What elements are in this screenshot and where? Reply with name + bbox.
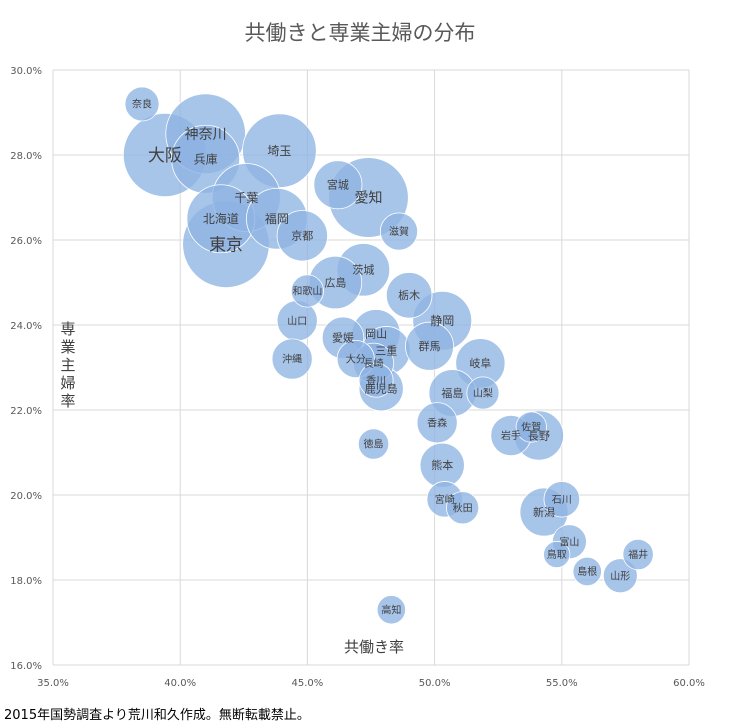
bubble-label: 福岡 (265, 211, 289, 226)
bubble (313, 160, 363, 210)
bubble-label: 愛媛 (332, 331, 354, 345)
bubble-label: 岡山 (365, 327, 387, 340)
bubble-label: 岩手 (501, 429, 521, 442)
bubble (466, 376, 500, 410)
bubble-label: 香森 (427, 416, 447, 429)
bubble (358, 362, 394, 398)
y-tick-label: 30.0% (10, 66, 42, 77)
bubble-label: 福井 (628, 548, 648, 561)
bubble-label: 北海道 (203, 211, 239, 226)
y-tick-label: 20.0% (10, 491, 42, 502)
bubble-label: 山形 (610, 570, 630, 582)
x-tick-label: 35.0% (37, 678, 69, 689)
bubble-label: 奈良 (132, 98, 152, 111)
bubble-label: 和歌山 (292, 285, 322, 298)
y-tick-label: 28.0% (10, 151, 42, 162)
bubble-label: 京都 (291, 229, 313, 243)
bubble-label: 島根 (577, 565, 597, 578)
bubble-label: 徳島 (364, 438, 384, 451)
bubble-label: 富山 (559, 535, 579, 548)
bubble-label: 新潟 (533, 505, 555, 519)
y-tick-label: 16.0% (10, 661, 42, 672)
bubble-label: 岐阜 (469, 357, 491, 370)
bubble (124, 86, 160, 122)
bubble (276, 210, 328, 262)
bubble (405, 321, 454, 371)
y-axis-label: 専業主婦率 (60, 320, 75, 410)
x-tick-label: 45.0% (292, 678, 324, 689)
bubble-label: 神奈川 (185, 127, 227, 143)
bubble (622, 538, 654, 571)
x-tick-label: 60.0% (673, 678, 705, 689)
bubble (290, 274, 324, 308)
bubble-chart: 共働きと専業主婦の分布 30.0% 28.0% 26.0% 24.0% 22.0% 20.… (10, 21, 705, 689)
bubble-label: 茨城 (352, 263, 374, 277)
bubble (543, 481, 581, 518)
bubble-label: 長野 (528, 429, 550, 442)
y-axis-ticks: 30.0% 28.0% 26.0% 24.0% 22.0% 20.0% 18.0% 16.0% (10, 66, 42, 672)
bubble-label: 長崎 (364, 357, 384, 370)
y-tick-label: 26.0% (10, 236, 42, 247)
bubble-label: 兵庫 (194, 153, 218, 167)
bubble (446, 491, 480, 525)
bubble-label: 愛知 (354, 190, 382, 207)
bubble (572, 556, 602, 587)
bubble-label: 熊本 (431, 458, 453, 472)
bubble (379, 212, 419, 251)
bubble-label: 福島 (441, 386, 463, 400)
x-tick-label: 40.0% (164, 678, 196, 689)
bubble-label: 広島 (324, 275, 346, 289)
x-axis-ticks: 35.0% 40.0% 45.0% 50.0% 55.0% 60.0% (37, 678, 705, 689)
bubble-label: 千葉 (234, 191, 258, 205)
bubble (543, 540, 571, 569)
bubble-label: 大阪 (148, 146, 182, 166)
bubble (271, 338, 313, 380)
bubble (357, 428, 390, 460)
bubble-label: 群馬 (419, 339, 441, 353)
x-axis-label: 共働き率 (344, 638, 404, 656)
bubble-label: 山梨 (473, 387, 493, 400)
bubble-label: 静岡 (430, 314, 454, 328)
bubble-label: 埼玉 (267, 144, 291, 158)
bubble-label: 栃木 (398, 288, 420, 302)
bubble (376, 595, 406, 625)
bubble-label: 山口 (287, 315, 307, 327)
bubble-label: 沖縄 (282, 353, 302, 366)
bubble-label: 鹿児島 (365, 382, 398, 396)
bubble (602, 558, 638, 594)
bubbles (122, 86, 654, 625)
bubble-label: 鳥取 (547, 548, 567, 561)
bubble (416, 402, 458, 444)
bubble (515, 411, 547, 443)
bubble (385, 272, 433, 319)
bubble-label: 佐賀 (521, 422, 541, 434)
bubble-label: 大分 (346, 353, 366, 366)
y-tick-label: 22.0% (10, 406, 42, 417)
chart-title: 共働きと専業主婦の分布 (245, 21, 476, 45)
bubble-label: 香川 (366, 375, 386, 387)
bubble-label: 高知 (381, 603, 401, 616)
bubble-label: 石川 (552, 495, 572, 506)
y-tick-label: 18.0% (10, 576, 42, 587)
source-note: 2015年国勢調査より荒川和久作成。無断転載禁止。 (4, 708, 310, 723)
x-tick-label: 55.0% (546, 678, 578, 689)
bubble-label: 宮崎 (435, 493, 455, 506)
y-tick-label: 24.0% (10, 321, 42, 332)
bubble-label: 東京 (209, 235, 243, 255)
bubble-label: 宮城 (327, 178, 349, 192)
bubble-label: 秋田 (453, 501, 473, 514)
bubble-label: 三重 (375, 343, 397, 357)
x-tick-label: 50.0% (419, 678, 451, 689)
bubble-label: 滋賀 (389, 225, 409, 238)
